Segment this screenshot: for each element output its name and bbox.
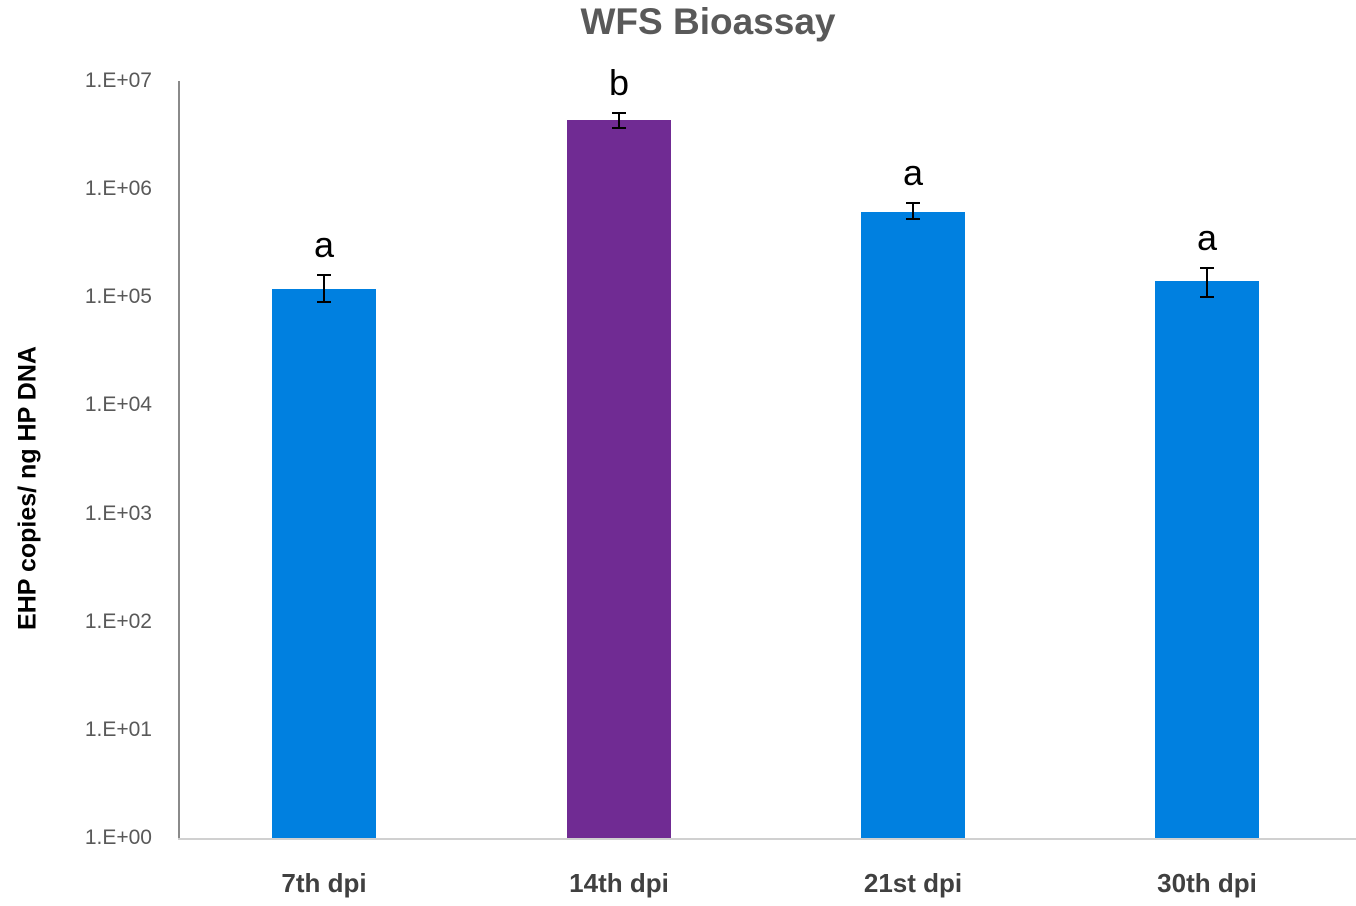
significance-letter: a	[902, 152, 924, 194]
error-bar	[1206, 268, 1208, 298]
y-tick-label: 1.E+06	[84, 177, 152, 201]
error-bar	[618, 112, 620, 128]
error-bar-cap	[317, 274, 331, 277]
chart-title: WFS Bioassay	[580, 1, 836, 42]
x-tick-label: 21st dpi	[863, 868, 963, 898]
y-tick-label: 1.E+02	[84, 609, 152, 633]
error-bar-cap	[906, 202, 920, 205]
y-axis-line	[178, 81, 180, 839]
bar-30th-dpi	[1155, 281, 1259, 838]
error-bar-cap	[612, 126, 626, 129]
bar-7th-dpi	[272, 288, 376, 838]
x-axis-line	[178, 838, 1356, 840]
x-tick-label: 14th dpi	[569, 868, 669, 898]
error-bar-cap	[317, 301, 331, 304]
error-bar-cap	[1200, 267, 1214, 270]
y-tick-label: 1.E+03	[84, 501, 152, 525]
error-bar-cap	[906, 217, 920, 220]
y-tick-label: 1.E+01	[84, 717, 152, 741]
significance-letter: a	[1196, 217, 1218, 259]
y-tick-label: 1.E+05	[84, 285, 152, 309]
y-axis-label: EHP copies/ ng HP DNA	[13, 346, 42, 630]
error-bar-cap	[1200, 296, 1214, 299]
error-bar-cap	[612, 111, 626, 114]
x-tick-label: 7th dpi	[281, 868, 367, 898]
y-tick-label: 1.E+04	[84, 393, 152, 417]
y-tick-label: 1.E+00	[84, 826, 152, 849]
significance-letter: a	[313, 224, 335, 266]
error-bar	[323, 275, 325, 303]
bar-14th-dpi	[567, 119, 671, 838]
error-bar	[912, 203, 914, 219]
significance-letter: b	[608, 61, 630, 103]
bar-21st-dpi	[861, 211, 965, 838]
x-tick-label: 30th dpi	[1157, 868, 1257, 898]
y-tick-label: 1.E+07	[84, 69, 152, 92]
